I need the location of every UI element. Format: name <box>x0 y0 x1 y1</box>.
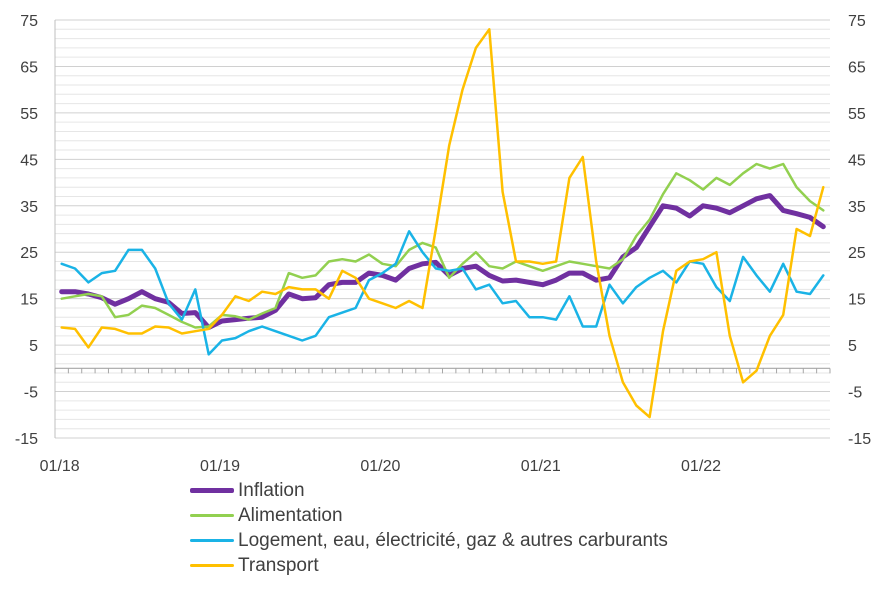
y-tick-label-right: 5 <box>848 338 857 355</box>
legend-swatch <box>190 514 234 517</box>
y-tick-label-left: 15 <box>20 292 38 309</box>
y-tick-label-right: 55 <box>848 106 866 123</box>
legend-label: Inflation <box>238 479 305 501</box>
legend-swatch <box>190 564 234 567</box>
y-tick-label-left: 35 <box>20 199 38 216</box>
x-tick-label: 01/20 <box>360 458 400 475</box>
x-tick-label: 01/18 <box>40 458 80 475</box>
y-tick-label-right: 25 <box>848 245 866 262</box>
x-tick-label: 01/21 <box>521 458 561 475</box>
y-tick-label-right: 15 <box>848 292 866 309</box>
y-tick-label-left: 75 <box>20 13 38 30</box>
legend-label: Transport <box>238 554 319 576</box>
y-tick-label-right: 75 <box>848 13 866 30</box>
y-tick-label-left: -15 <box>15 431 38 448</box>
y-tick-label-right: -5 <box>848 385 862 402</box>
y-tick-label-right: 35 <box>848 199 866 216</box>
y-tick-label-left: 5 <box>29 338 38 355</box>
y-tick-label-left: 45 <box>20 152 38 169</box>
y-tick-label-left: 25 <box>20 245 38 262</box>
y-tick-label-right: 45 <box>848 152 866 169</box>
series-line-alimentation <box>60 162 825 329</box>
y-tick-label-left: -5 <box>24 385 38 402</box>
legend-swatch <box>190 539 234 542</box>
x-tick-label: 01/22 <box>681 458 721 475</box>
legend-item: Transport <box>190 553 668 578</box>
legend-swatch <box>190 488 234 493</box>
legend-label: Alimentation <box>238 504 343 526</box>
y-tick-label-right: 65 <box>848 59 866 76</box>
y-tick-label-left: 65 <box>20 59 38 76</box>
legend-item: Alimentation <box>190 503 668 528</box>
legend-item: Logement, eau, électricité, gaz & autres… <box>190 528 668 553</box>
series-line-transport <box>60 28 825 419</box>
y-tick-label-left: 55 <box>20 106 38 123</box>
x-tick-label: 01/19 <box>200 458 240 475</box>
legend: Inflation Alimentation Logement, eau, élec… <box>190 478 668 578</box>
series-line-logement-eau <box>60 230 825 356</box>
legend-item: Inflation <box>190 478 668 503</box>
legend-label: Logement, eau, électricité, gaz & autres… <box>238 529 668 551</box>
y-tick-label-right: -15 <box>848 431 871 448</box>
